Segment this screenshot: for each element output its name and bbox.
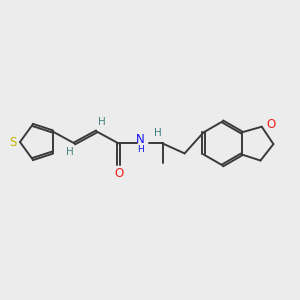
Text: O: O [266,118,275,131]
Text: O: O [114,167,123,180]
Text: H: H [66,147,74,158]
Text: H: H [98,117,105,128]
Text: S: S [9,136,17,148]
Text: H: H [154,128,161,138]
Text: N: N [136,133,145,146]
Text: H: H [137,145,144,154]
